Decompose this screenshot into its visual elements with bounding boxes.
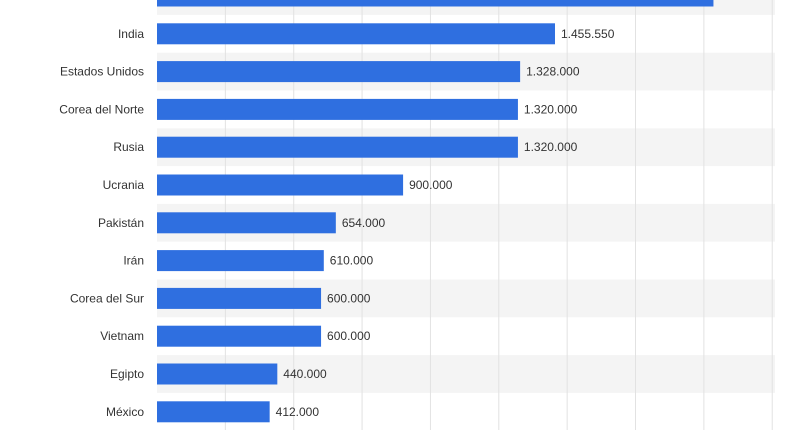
bar bbox=[157, 401, 270, 423]
value-label: 412.000 bbox=[276, 405, 320, 419]
bar bbox=[157, 174, 404, 196]
category-label: Rusia bbox=[113, 140, 144, 154]
category-label: Estados Unidos bbox=[60, 65, 144, 79]
bar bbox=[157, 0, 714, 7]
value-label: 1.455.550 bbox=[561, 27, 615, 41]
category-label: Vietnam bbox=[100, 329, 144, 343]
value-label: 610.000 bbox=[330, 254, 374, 268]
category-label: Ucrania bbox=[103, 178, 145, 192]
bar bbox=[157, 23, 555, 45]
value-label: 1.328.000 bbox=[526, 65, 580, 79]
bar bbox=[157, 61, 521, 83]
bar bbox=[157, 363, 278, 385]
value-label: 1.320.000 bbox=[524, 102, 578, 116]
category-label: Egipto bbox=[110, 367, 144, 381]
value-label: 600.000 bbox=[327, 329, 371, 343]
category-label: México bbox=[106, 405, 144, 419]
category-label: India bbox=[118, 27, 144, 41]
bar-chart: India 1.455.550 Estados Unidos 1.328.000 Cor… bbox=[59, 0, 775, 430]
value-label: 1.320.000 bbox=[524, 140, 578, 154]
category-label: Corea del Norte bbox=[59, 102, 144, 116]
value-label: 440.000 bbox=[283, 367, 327, 381]
category-label: Irán bbox=[123, 254, 144, 268]
category-label: Pakistán bbox=[98, 216, 144, 230]
category-label: Corea del Sur bbox=[70, 291, 144, 305]
bar bbox=[157, 325, 322, 347]
bar bbox=[157, 250, 324, 272]
bar bbox=[157, 136, 518, 158]
bar bbox=[157, 287, 322, 309]
bar bbox=[157, 98, 518, 120]
bar bbox=[157, 212, 336, 234]
value-label: 900.000 bbox=[409, 178, 453, 192]
value-label: 654.000 bbox=[342, 216, 386, 230]
value-label: 600.000 bbox=[327, 291, 371, 305]
